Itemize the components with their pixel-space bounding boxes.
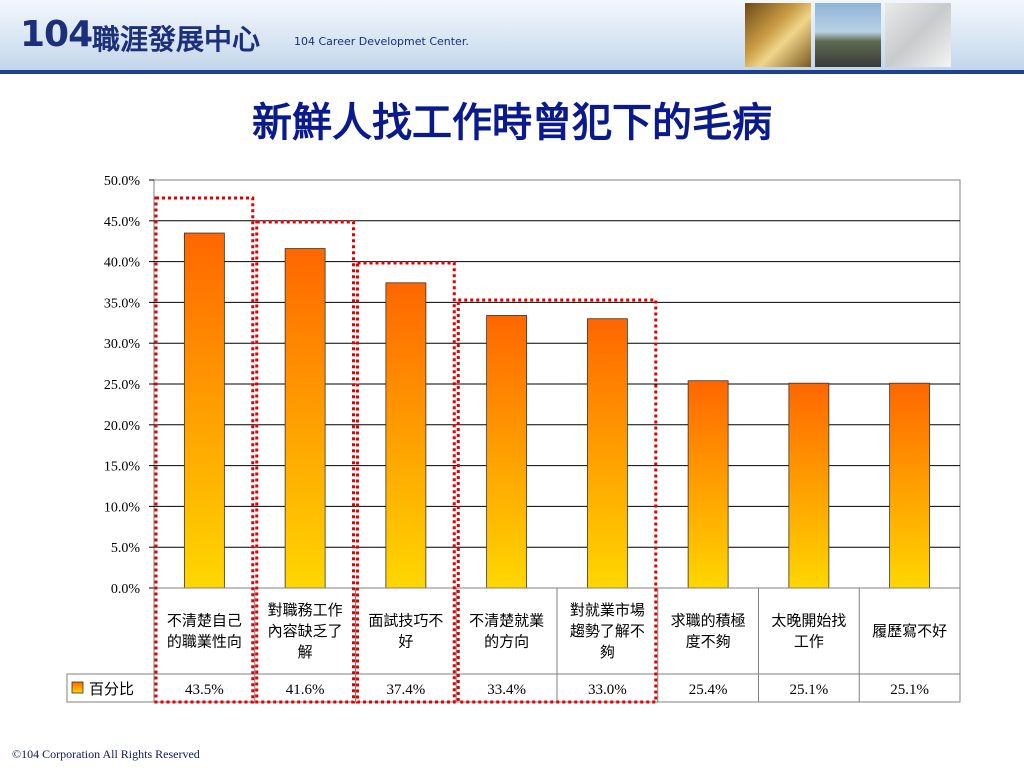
data-label: 25.1% xyxy=(890,682,929,698)
y-tick-label: 40.0% xyxy=(104,256,141,271)
category-label: 不清楚自己 xyxy=(167,612,242,630)
bar xyxy=(183,232,225,589)
category-label: 不清楚就業 xyxy=(469,612,544,630)
category-label: 的職業性向 xyxy=(167,633,242,651)
data-label: 33.4% xyxy=(487,682,526,698)
bar xyxy=(284,248,326,589)
data-label: 25.4% xyxy=(689,682,728,698)
bar xyxy=(889,382,931,589)
category-label: 內容缺乏了 xyxy=(268,622,343,640)
data-label: 33.0% xyxy=(588,682,627,698)
category-label: 好 xyxy=(398,633,413,651)
footer-copyright: ©104 Corporation All Rights Reserved xyxy=(12,747,200,761)
data-label: 43.5% xyxy=(185,682,224,698)
y-tick-label: 5.0% xyxy=(111,541,141,556)
y-tick-label: 45.0% xyxy=(104,215,141,230)
highlight-box xyxy=(154,196,255,704)
category-label: 履歷寫不好 xyxy=(872,622,947,640)
data-label: 25.1% xyxy=(790,682,829,698)
category-label: 趨勢了解不 xyxy=(570,622,645,640)
logo-number: 104 xyxy=(20,14,93,55)
logo-chinese-name: 職涯發展中心 xyxy=(92,23,261,56)
header-photo-compass xyxy=(745,3,811,67)
data-label: 41.6% xyxy=(286,682,325,698)
legend-label: 百分比 xyxy=(89,680,134,698)
category-label: 太晚開始找 xyxy=(771,612,846,630)
category-label: 面試技巧不 xyxy=(368,612,443,630)
slide-title: 新鮮人找工作時曾犯下的毛病 xyxy=(252,99,772,146)
value-row xyxy=(66,673,961,703)
y-tick-label: 25.0% xyxy=(104,378,141,393)
logo-english-name: 104 Career Developmet Center. xyxy=(294,35,469,48)
category-label: 求職的積極 xyxy=(671,612,746,630)
category-label: 對就業市場 xyxy=(570,601,645,619)
highlight-box xyxy=(456,298,658,704)
header-photo-road xyxy=(815,3,881,67)
bar xyxy=(385,282,427,589)
y-tick-label: 30.0% xyxy=(104,337,141,352)
y-tick-label: 15.0% xyxy=(104,460,141,475)
highlight-box xyxy=(255,220,355,704)
category-label: 度不夠 xyxy=(686,633,731,651)
header-divider xyxy=(0,70,1024,74)
header-banner: 104 職涯發展中心 104 Career Developmet Center. xyxy=(0,0,1024,70)
category-label: 工作 xyxy=(794,633,824,651)
y-tick-label: 20.0% xyxy=(104,419,141,434)
highlight-box xyxy=(356,261,456,704)
category-label: 對職務工作 xyxy=(268,601,343,619)
bar xyxy=(486,315,528,589)
y-tick-label: 35.0% xyxy=(104,296,141,311)
category-label: 的方向 xyxy=(484,633,529,651)
y-tick-label: 0.0% xyxy=(111,582,141,597)
bar xyxy=(687,380,729,589)
y-tick-label: 10.0% xyxy=(104,500,141,515)
data-label: 37.4% xyxy=(387,682,426,698)
y-tick-label: 50.0% xyxy=(104,174,141,189)
category-label: 夠 xyxy=(600,643,615,661)
bar xyxy=(788,382,830,589)
legend-key xyxy=(71,681,84,694)
bar xyxy=(586,318,628,589)
category-label: 解 xyxy=(298,643,313,661)
header-photo-paper xyxy=(885,3,951,67)
